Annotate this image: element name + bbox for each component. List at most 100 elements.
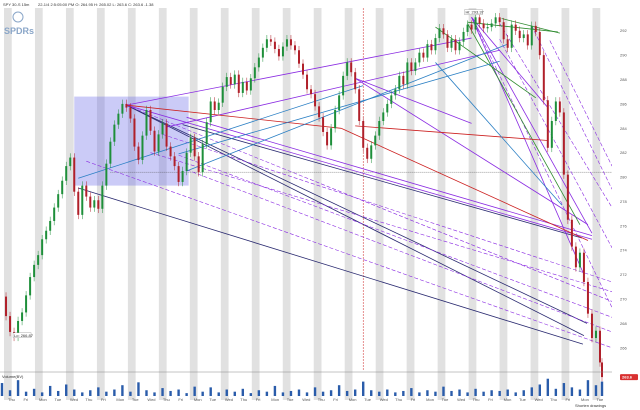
x-tick-label: Thu [318,397,325,402]
x-tick-label: Wed [457,397,465,402]
time-axis[interactable]: Thu Fri Mon Tue Wed Thu Fri Mon Tue Wed Thu Fri Mon T… [8,397,604,402]
x-tick-label: Mon [349,397,357,402]
volume-bar [474,388,477,396]
trendline-purple [354,77,589,225]
candle-body [306,74,309,90]
x-tick-label: Tue [442,397,450,402]
trendline-blue [186,43,508,172]
candle-body [53,207,56,221]
candle-body [510,24,513,48]
candle-body [458,41,461,51]
watermark: SPDRs [4,11,34,36]
price-axis[interactable]: 292 290 288 286 284 282 280 278 276 274 272 270 268 2… [612,0,640,372]
volume-bar [89,390,92,396]
price-tag-bg [620,374,638,381]
volume-bar [145,390,148,396]
volume-bar [562,383,566,396]
x-tick-label: Fri [333,397,338,402]
candle-body [310,89,313,95]
candle-body [269,39,272,42]
candle-body [89,196,92,208]
candle-body [161,123,164,135]
y-tick-label: 274 [620,248,627,253]
annotation-label: Hi: 293.37 [466,10,485,15]
candle-body [65,166,68,181]
candle-body [442,28,445,35]
y-tick-label: 284 [620,126,627,131]
candle-body [81,185,84,215]
candle-body [181,170,184,182]
session-band [220,8,229,400]
x-tick-label: Wed [380,397,388,402]
trendline-purple [186,169,613,333]
candle-body [153,130,156,152]
candle-body [37,255,40,265]
shorten-drawings-label[interactable]: Shorten drawings [575,403,606,408]
price-candles [5,13,603,382]
x-tick-label: Fri [178,397,183,402]
volume-bar [8,390,12,396]
candle-body [261,47,264,58]
session-band [592,8,601,400]
volume-bar [201,391,204,396]
volume-bar [81,392,84,396]
volume-bar [217,392,220,396]
trendline-purple [126,37,472,106]
x-tick-label: Thu [240,397,247,402]
candle-body [446,34,449,48]
candle-body [494,17,497,24]
x-tick-label: Mon [39,397,47,402]
candle-body [217,102,220,110]
y-tick-label: 288 [620,77,627,82]
session-band [313,8,322,400]
volume-bar [321,391,325,396]
candle-body [482,23,485,29]
volume-bar [450,390,453,396]
volume-bar [73,389,76,396]
candle-body [209,101,212,123]
header: SPY 30-S 15m 22-1/4 2:5:05:00 PM O: 264.… [3,2,154,7]
candle-body [77,191,80,215]
session-band [251,8,260,400]
candle-body [322,117,325,132]
x-tick-label: Mon [271,397,279,402]
candle-body [9,316,12,332]
candle-body [85,185,88,197]
candle-body [586,281,589,314]
volume-bar [410,388,413,396]
candle-body [470,24,473,30]
candle-body [402,75,405,85]
x-tick-label: Wed [147,397,155,402]
volume-bar [241,388,245,396]
session-band [406,8,415,400]
candle-body [5,296,8,317]
x-tick-label: Mon [116,397,124,402]
candle-body [205,122,208,145]
annotation-box [12,332,32,338]
candle-body [297,50,300,64]
candle-body [213,101,216,110]
candle-body [334,110,337,129]
candle-body [554,101,557,121]
volume-bar [153,392,156,396]
volume-bar [137,382,140,396]
x-tick-label: Fri [411,397,416,402]
candle-body [598,330,601,363]
candle-body [169,146,172,157]
volume-bar [402,390,405,396]
session-band [127,8,136,400]
candle-body [245,81,248,91]
candle-body [17,320,20,337]
trendline-red [340,127,589,241]
x-tick-label: Thu [163,397,170,402]
trendline-purple [355,77,472,124]
trendline-purple [471,17,613,308]
candle-body [177,166,180,182]
y-tick-label: 292 [620,28,627,33]
candle-body [362,120,365,148]
volume-bar [514,392,517,396]
candle-body [69,157,72,167]
candle-body [430,44,433,51]
candle-body [426,44,429,58]
